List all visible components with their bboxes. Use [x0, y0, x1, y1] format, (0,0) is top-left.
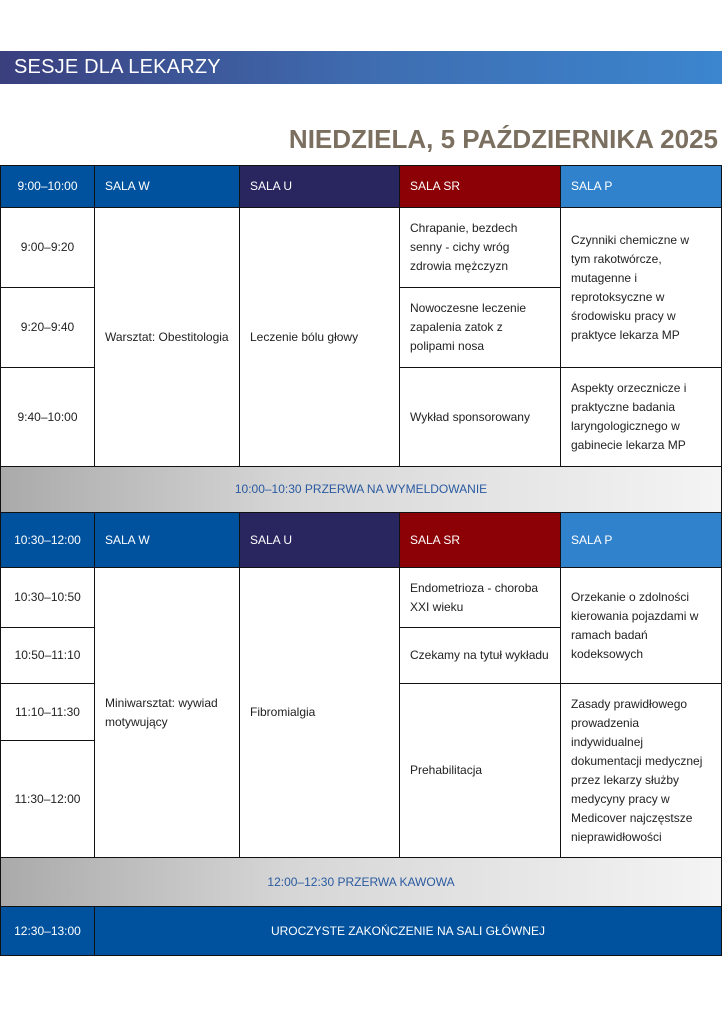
room-header-p: SALA P [560, 512, 722, 568]
session-sr: Nowoczesne leczenie zapalenia zatok z po… [399, 287, 561, 368]
session-u: Leczenie bólu głowy [239, 207, 400, 467]
time-slot: 9:00–9:20 [0, 207, 95, 288]
room-header-w: SALA W [94, 165, 240, 208]
session-w: Miniwarsztat: wywiad motywujący [94, 567, 240, 858]
block2-time: 10:30–12:00 [0, 512, 95, 568]
session-w: Warsztat: Obestitologia [94, 207, 240, 467]
closing-time: 12:30–13:00 [0, 906, 95, 956]
session-sr: Czekamy na tytuł wykładu [399, 627, 561, 684]
session-p: Orzekanie o zdolności kierowania pojazda… [560, 567, 722, 684]
time-slot: 9:40–10:00 [0, 367, 95, 467]
room-header-u: SALA U [239, 165, 400, 208]
page-title: NIEDZIELA, 5 PAŹDZIERNIKA 2025 [288, 124, 718, 154]
session-sr: Prehabilitacja [399, 683, 561, 858]
session-p: Czynniki chemiczne w tym rakotwórcze, mu… [560, 207, 722, 368]
session-p: Zasady prawidłowego prowadzenia indywidu… [560, 683, 722, 858]
block1-time: 9:00–10:00 [0, 165, 95, 208]
time-slot: 9:20–9:40 [0, 287, 95, 368]
closing-session: UROCZYSTE ZAKOŃCZENIE NA SALI GŁÓWNEJ [94, 906, 722, 956]
time-slot: 10:50–11:10 [0, 627, 95, 684]
time-slot: 11:30–12:00 [0, 740, 95, 858]
session-sr: Chrapanie, bezdech senny - cichy wróg zd… [399, 207, 561, 288]
room-header-w: SALA W [94, 512, 240, 568]
section-banner: SESJE DLA LEKARZY [0, 51, 722, 84]
break-row: 12:00–12:30 PRZERWA KAWOWA [0, 857, 722, 907]
session-sr: Wykład sponsorowany [399, 367, 561, 467]
room-header-u: SALA U [239, 512, 400, 568]
break-row: 10:00–10:30 PRZERWA NA WYMELDOWANIE [0, 466, 722, 513]
time-slot: 10:30–10:50 [0, 567, 95, 628]
session-u: Fibromialgia [239, 567, 400, 858]
session-p: Aspekty orzecznicze i praktyczne badania… [560, 367, 722, 467]
room-header-p: SALA P [560, 165, 722, 208]
room-header-sr: SALA SR [399, 512, 561, 568]
room-header-sr: SALA SR [399, 165, 561, 208]
time-slot: 11:10–11:30 [0, 683, 95, 741]
banner-title: SESJE DLA LEKARZY [14, 56, 221, 78]
session-sr: Endometrioza - choroba XXI wieku [399, 567, 561, 628]
